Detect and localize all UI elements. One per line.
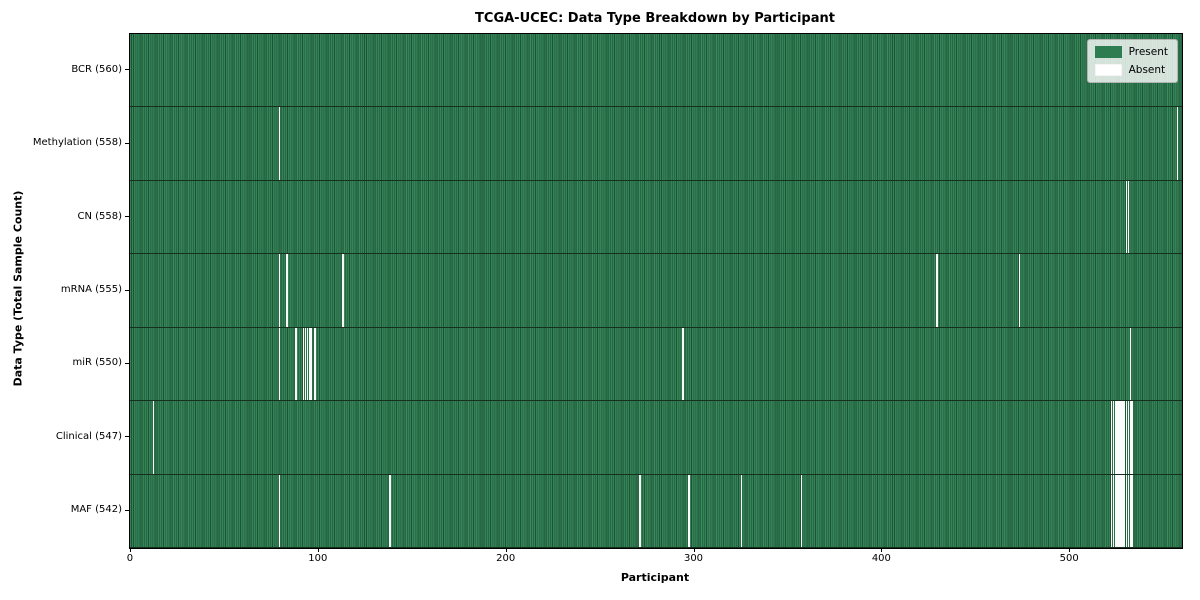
- x-tick-mark: [693, 548, 695, 552]
- y-tick-mark: [125, 142, 129, 144]
- x-axis-label: Participant: [620, 571, 690, 584]
- absent-stripe: [1018, 254, 1021, 327]
- absent-stripe: [1125, 401, 1128, 474]
- absent-stripe: [152, 401, 155, 474]
- heatmap-row-BCR: [130, 34, 1182, 108]
- absent-stripe: [1116, 401, 1118, 474]
- y-tick-mark: [125, 216, 129, 218]
- absent-stripe: [306, 327, 309, 401]
- x-tick-label: 100: [308, 553, 328, 564]
- heatmap-row-mRNA: [130, 254, 1182, 328]
- absent-stripe: [1110, 401, 1113, 474]
- absent-stripe: [682, 327, 684, 401]
- absent-stripe: [1125, 180, 1128, 254]
- absent-stripe: [1120, 401, 1122, 474]
- legend: Present Absent: [1086, 39, 1178, 83]
- absent-stripe: [1131, 401, 1133, 474]
- x-tick-label: 500: [1059, 553, 1079, 564]
- absent-stripe: [740, 474, 743, 547]
- absent-stripe: [1120, 474, 1122, 547]
- x-tick-label: 300: [683, 553, 704, 564]
- absent-stripe: [639, 474, 641, 547]
- y-tick-label: CN (558): [77, 210, 122, 222]
- heatmap-row-Methylation: [130, 107, 1182, 181]
- absent-stripe: [1118, 401, 1120, 474]
- y-tick-mark: [125, 69, 129, 71]
- absent-stripe: [302, 327, 305, 401]
- absent-stripe: [286, 254, 288, 327]
- y-tick-mark: [125, 436, 129, 438]
- absent-stripe: [1112, 474, 1115, 547]
- y-tick-mark: [125, 289, 129, 291]
- absent-stripe: [1129, 327, 1132, 401]
- legend-absent-label: Absent: [1128, 64, 1166, 76]
- absent-stripe: [1122, 474, 1124, 547]
- absent-stripe: [1112, 401, 1115, 474]
- absent-stripe: [800, 474, 803, 547]
- absent-stripe: [1131, 474, 1133, 547]
- heatmap-row-miR: [130, 327, 1182, 402]
- heatmap-row-CN: [130, 180, 1182, 255]
- x-tick-mark: [317, 548, 319, 552]
- absent-stripe: [278, 254, 281, 327]
- absent-stripe: [295, 327, 297, 401]
- x-tick-mark: [1069, 548, 1071, 552]
- y-tick-mark: [125, 509, 129, 511]
- present-swatch-icon: [1094, 46, 1122, 58]
- y-tick-label: mRNA (555): [60, 284, 122, 295]
- legend-entry-absent: Absent: [1094, 64, 1168, 76]
- x-tick-label: 200: [496, 553, 516, 564]
- absent-stripe: [342, 254, 344, 327]
- absent-stripe: [314, 327, 316, 401]
- absent-stripe: [1123, 474, 1126, 547]
- x-tick-mark: [881, 548, 883, 552]
- absent-stripe: [1118, 474, 1120, 547]
- y-tick-label: Methylation (558): [32, 137, 122, 149]
- plot-area: Present Absent: [129, 33, 1183, 549]
- absent-stripe: [310, 327, 312, 401]
- y-tick-label: BCR (560): [71, 63, 122, 75]
- absent-stripe: [1176, 107, 1178, 180]
- y-tick-label: miR (550): [72, 357, 122, 369]
- heatmap-row-Clinical: [130, 401, 1182, 475]
- legend-present-label: Present: [1128, 46, 1168, 58]
- absent-stripe: [278, 107, 281, 180]
- absent-stripe: [1127, 180, 1130, 254]
- x-tick-mark: [505, 548, 507, 552]
- absent-stripe: [1122, 401, 1124, 474]
- absent-stripe: [278, 327, 281, 401]
- absent-stripe: [278, 474, 281, 547]
- heatmap-row-MAF: [130, 474, 1182, 548]
- absent-stripe: [304, 327, 307, 401]
- legend-entry-present: Present: [1094, 46, 1168, 58]
- y-tick-mark: [125, 362, 129, 364]
- chart-title: TCGA-UCEC: Data Type Breakdown by Partic…: [475, 11, 835, 26]
- absent-stripe: [1129, 401, 1132, 474]
- absent-stripe: [1110, 474, 1113, 547]
- absent-stripe: [936, 254, 938, 327]
- absent-stripe: [1127, 401, 1130, 474]
- y-tick-label: MAF (542): [70, 504, 122, 516]
- absent-stripe: [688, 474, 690, 547]
- absent-stripe: [1116, 474, 1118, 547]
- absent-stripe: [1114, 401, 1117, 474]
- x-tick-label: 400: [871, 553, 891, 564]
- x-tick-label: 0: [126, 553, 134, 564]
- absent-stripe: [308, 327, 311, 401]
- x-tick-mark: [129, 548, 131, 552]
- absent-stripe: [1127, 474, 1130, 547]
- absent-stripe: [1123, 401, 1126, 474]
- absent-stripe: [1129, 474, 1132, 547]
- absent-stripe: [1114, 474, 1117, 547]
- absent-stripe: [1125, 474, 1128, 547]
- absent-swatch-icon: [1094, 64, 1122, 76]
- y-tick-label: Clinical (547): [55, 430, 122, 442]
- absent-stripe: [389, 474, 391, 547]
